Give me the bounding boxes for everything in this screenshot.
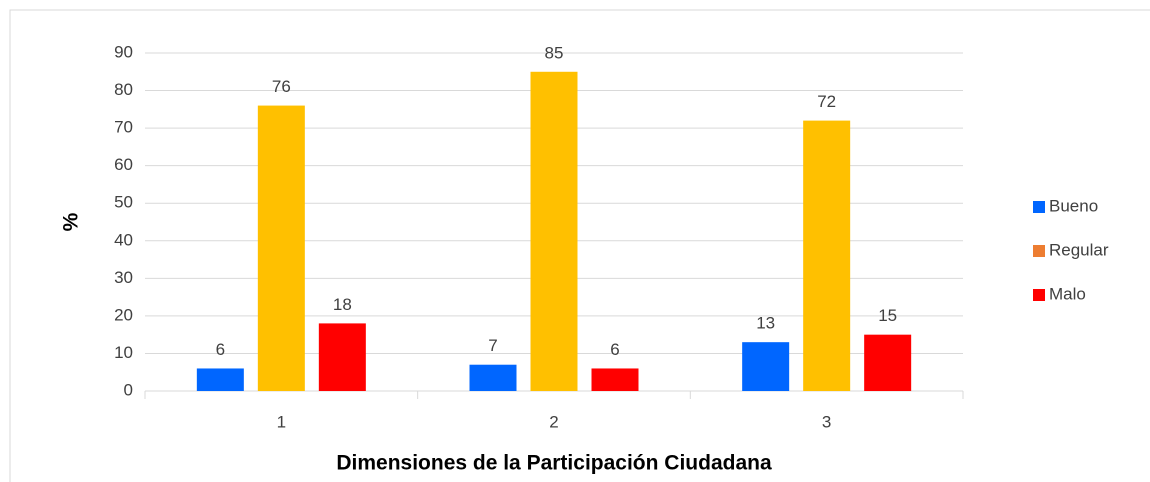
legend-swatch <box>1033 201 1045 213</box>
y-tick-label: 40 <box>114 230 133 249</box>
y-tick-label: 10 <box>114 343 133 362</box>
legend-label: Regular <box>1049 240 1109 259</box>
bar <box>530 71 578 392</box>
bar <box>864 334 912 391</box>
y-tick-label: 70 <box>114 118 133 137</box>
x-tick-label: 2 <box>549 412 558 431</box>
bar <box>469 364 517 391</box>
legend-swatch <box>1033 245 1045 257</box>
data-label: 18 <box>333 295 352 314</box>
y-axis-label: % <box>60 212 83 231</box>
y-tick-label: 30 <box>114 268 133 287</box>
y-tick-label: 20 <box>114 305 133 324</box>
data-label: 85 <box>545 43 564 62</box>
data-label: 76 <box>272 77 291 96</box>
data-label: 6 <box>216 340 225 359</box>
bar <box>257 105 305 392</box>
bar <box>803 120 851 391</box>
bar <box>591 368 639 391</box>
data-label: 13 <box>756 314 775 333</box>
y-tick-label: 80 <box>114 80 133 99</box>
legend-label: Bueno <box>1049 196 1098 215</box>
y-tick-label: 60 <box>114 155 133 174</box>
x-tick-label: 3 <box>822 412 831 431</box>
y-tick-label: 50 <box>114 193 133 212</box>
data-label: 15 <box>878 306 897 325</box>
bar <box>196 368 244 391</box>
legend-label: Malo <box>1049 284 1086 303</box>
legend-swatch <box>1033 289 1045 301</box>
data-label: 7 <box>488 336 497 355</box>
data-label: 6 <box>610 340 619 359</box>
y-tick-label: 90 <box>114 42 133 61</box>
data-label: 72 <box>817 92 836 111</box>
x-axis-label: Dimensiones de la Participación Ciudadan… <box>336 452 772 475</box>
chart-border <box>9 9 1150 482</box>
x-tick-label: 1 <box>277 412 286 431</box>
bar <box>318 323 366 391</box>
y-tick-label: 0 <box>124 380 133 399</box>
bar <box>742 342 790 391</box>
